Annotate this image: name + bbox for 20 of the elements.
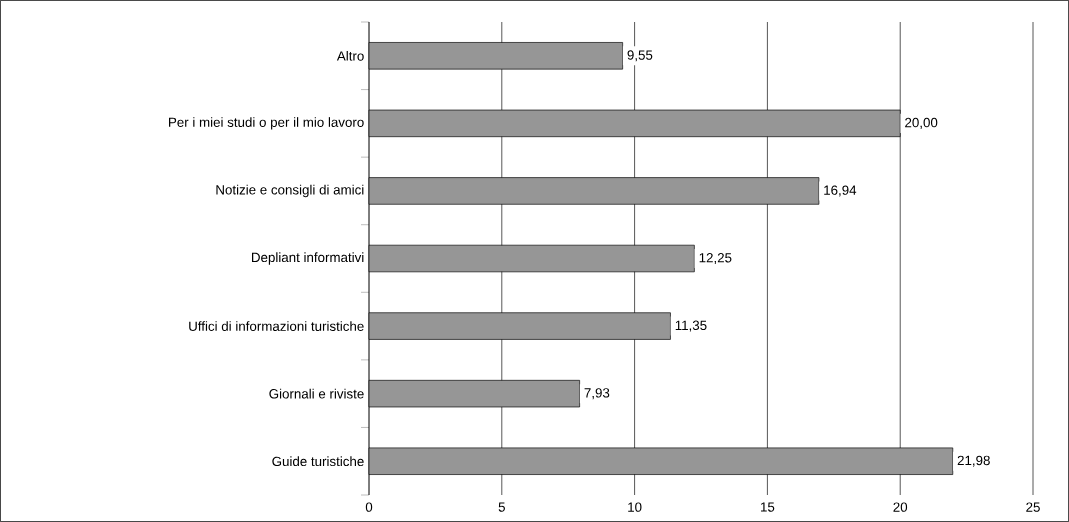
- data-label: 11,35: [675, 320, 707, 332]
- x-tick-label: 20: [893, 502, 908, 512]
- y-tick-label: Per i miei studi o per il mio lavoro: [169, 117, 364, 130]
- x-tick-label: 0: [365, 502, 373, 512]
- data-label: 9,55: [627, 50, 653, 62]
- y-tick-label: Giornali e riviste: [269, 388, 364, 399]
- data-label: 20,00: [905, 117, 938, 129]
- data-label: 7,93: [584, 388, 610, 400]
- x-tick-label: 15: [761, 502, 775, 512]
- y-tick-label: Guide turistiche: [272, 456, 364, 467]
- y-tick-label: Depliant informativi: [252, 252, 364, 265]
- y-tick-label: Altro: [336, 50, 364, 61]
- data-label: 16,94: [824, 185, 857, 197]
- y-tick-label: Notizie e consigli di amici: [216, 184, 364, 198]
- data-label: 12,25: [699, 253, 732, 265]
- x-tick-label: 25: [1026, 502, 1040, 512]
- x-tick-label: 5: [498, 502, 505, 512]
- y-tick-label: Uffici di informazioni turistiche: [189, 321, 364, 331]
- x-tick-label: 10: [628, 502, 642, 512]
- data-label: 21,98: [957, 455, 990, 467]
